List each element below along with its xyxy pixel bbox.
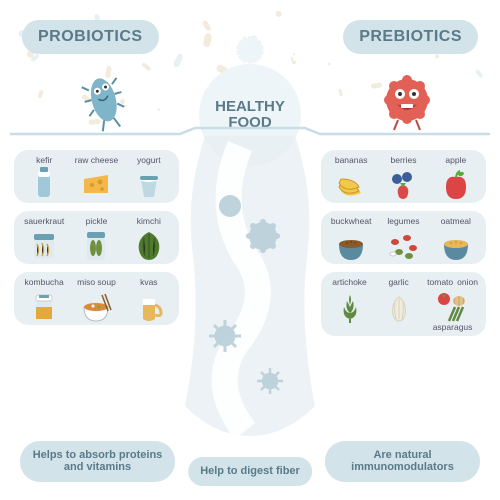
food-item-kombucha: kombucha [19, 278, 69, 323]
food-item-berries: berries [378, 156, 428, 201]
food-item-kefir: kefir [19, 156, 69, 201]
prebiotics-header: PREBIOTICS [343, 20, 478, 54]
prebiotics-caption: Are natural immunomodulators [325, 441, 480, 482]
food-row: buckwheatlegumesoatmeal [321, 211, 486, 264]
infographic-canvas: PROBIOTICS PREBIOTICS HEALTHY FOOD [0, 0, 500, 500]
food-item-buckwheat: buckwheat [326, 217, 376, 262]
food-item-artichoke: artichoke [325, 278, 374, 334]
food-item-mix: tomatoonion asparagus [423, 278, 482, 334]
food-row: sauerkrautpicklekimchi [14, 211, 179, 264]
food-row: kombuchamiso soupkvas [14, 272, 179, 325]
food-item-kvas: kvas [124, 278, 174, 323]
divider-line [0, 126, 500, 136]
food-item-cheese: raw cheese [71, 156, 121, 201]
food-row: bananasberriesapple [321, 150, 486, 203]
food-item-kimchi: kimchi [124, 217, 174, 262]
food-item-banana: bananas [326, 156, 376, 201]
food-row: artichokegarlic tomatoonion asparagus [321, 272, 486, 336]
probiotics-header: PROBIOTICS [22, 20, 159, 54]
food-item-pickle: pickle [71, 217, 121, 262]
gut-silhouette-icon [175, 136, 325, 436]
probiotics-caption: Helps to absorb proteins and vitamins [20, 441, 175, 482]
food-item-sauerkraut: sauerkraut [19, 217, 69, 262]
probiotics-foods: kefirraw cheeseyogurt sauerkrautpicklekim… [14, 150, 179, 325]
probiotic-mascot-icon [68, 62, 138, 132]
center-caption: Help to digest fiber [188, 457, 312, 486]
prebiotics-foods: bananasberriesapple buckwheatlegumesoatme… [321, 150, 486, 336]
food-item-oatmeal: oatmeal [431, 217, 481, 262]
food-item-apple: apple [431, 156, 481, 201]
prebiotic-mascot-icon [372, 62, 442, 132]
food-item-miso: miso soup [71, 278, 121, 323]
food-item-legumes: legumes [378, 217, 428, 262]
food-item-yogurt: yogurt [124, 156, 174, 201]
food-row: kefirraw cheeseyogurt [14, 150, 179, 203]
food-item-garlic: garlic [374, 278, 423, 334]
